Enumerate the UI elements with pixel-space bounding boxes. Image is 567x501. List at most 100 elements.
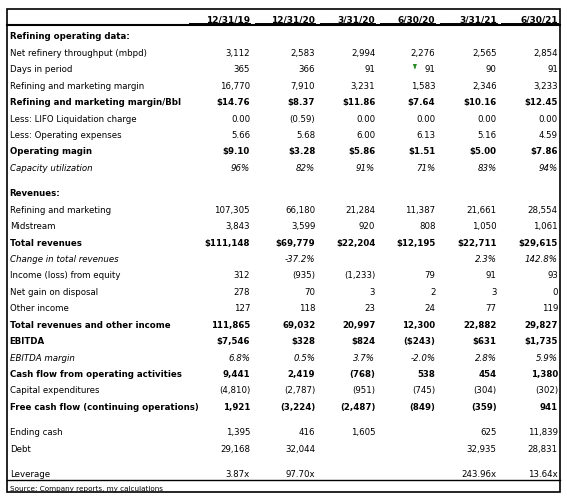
Text: 3/31/20: 3/31/20 <box>338 16 375 25</box>
Text: 24: 24 <box>425 304 435 313</box>
Text: 111,865: 111,865 <box>211 320 250 329</box>
Text: 5.66: 5.66 <box>231 131 250 140</box>
Text: 12,300: 12,300 <box>403 320 435 329</box>
Text: 91: 91 <box>365 65 375 74</box>
Text: 3: 3 <box>491 288 497 296</box>
Text: 278: 278 <box>234 288 250 296</box>
Text: $5.86: $5.86 <box>348 147 375 156</box>
Text: 2.3%: 2.3% <box>475 255 497 264</box>
Text: 91%: 91% <box>356 163 375 172</box>
Text: 5.68: 5.68 <box>296 131 315 140</box>
Text: (1,233): (1,233) <box>344 271 375 280</box>
Text: 11,839: 11,839 <box>528 427 558 436</box>
Text: 69,032: 69,032 <box>282 320 315 329</box>
Text: $3.28: $3.28 <box>288 147 315 156</box>
Text: (4,810): (4,810) <box>219 386 250 395</box>
Text: 77: 77 <box>486 304 497 313</box>
Text: $824: $824 <box>351 337 375 346</box>
Text: 29,827: 29,827 <box>524 320 558 329</box>
Text: (768): (768) <box>349 369 375 378</box>
Text: 96%: 96% <box>231 163 250 172</box>
Text: 3.7%: 3.7% <box>353 353 375 362</box>
Text: 119: 119 <box>541 304 558 313</box>
Text: 20,997: 20,997 <box>342 320 375 329</box>
Text: Revenues:: Revenues: <box>10 189 61 198</box>
Text: 21,284: 21,284 <box>345 205 375 214</box>
Text: $7,546: $7,546 <box>217 337 250 346</box>
Text: Income (loss) from equity: Income (loss) from equity <box>10 271 120 280</box>
Text: 93: 93 <box>547 271 558 280</box>
Text: Days in period: Days in period <box>10 65 72 74</box>
Text: 6.13: 6.13 <box>416 131 435 140</box>
Text: 2,994: 2,994 <box>351 49 375 58</box>
Text: Refining and marketing: Refining and marketing <box>10 205 111 214</box>
Text: 118: 118 <box>299 304 315 313</box>
Text: $69,779: $69,779 <box>276 238 315 247</box>
Text: Total revenues: Total revenues <box>10 238 82 247</box>
Text: Source: Company reports, my calculations: Source: Company reports, my calculations <box>10 484 163 490</box>
Text: 9,441: 9,441 <box>222 369 250 378</box>
Text: 0.5%: 0.5% <box>293 353 315 362</box>
Text: 0: 0 <box>552 288 558 296</box>
Text: $1.51: $1.51 <box>408 147 435 156</box>
Text: 32,044: 32,044 <box>285 444 315 453</box>
Text: $12.45: $12.45 <box>524 98 558 107</box>
Text: 83%: 83% <box>477 163 497 172</box>
Text: 91: 91 <box>425 65 435 74</box>
Text: 28,554: 28,554 <box>528 205 558 214</box>
Text: Less: LIFO Liquidation charge: Less: LIFO Liquidation charge <box>10 114 136 123</box>
Text: 1,583: 1,583 <box>411 82 435 91</box>
Text: Refining operating data:: Refining operating data: <box>10 33 129 42</box>
Text: $22,204: $22,204 <box>336 238 375 247</box>
Text: Debt: Debt <box>10 444 31 453</box>
Text: 3,233: 3,233 <box>534 82 558 91</box>
Text: 142.8%: 142.8% <box>525 255 558 264</box>
Text: Cash flow from operating activities: Cash flow from operating activities <box>10 369 181 378</box>
Text: 97.70x: 97.70x <box>286 469 315 478</box>
Text: 23: 23 <box>365 304 375 313</box>
Text: EBITDA margin: EBITDA margin <box>10 353 74 362</box>
Text: 2,583: 2,583 <box>291 49 315 58</box>
Text: 941: 941 <box>540 402 558 411</box>
Text: Midstream: Midstream <box>10 222 55 231</box>
Text: (2,487): (2,487) <box>340 402 375 411</box>
Text: $5.00: $5.00 <box>469 147 497 156</box>
Text: 1,380: 1,380 <box>531 369 558 378</box>
Text: 79: 79 <box>425 271 435 280</box>
Text: $22,711: $22,711 <box>457 238 497 247</box>
Text: 28,831: 28,831 <box>528 444 558 453</box>
Text: 29,168: 29,168 <box>220 444 250 453</box>
Text: Ending cash: Ending cash <box>10 427 62 436</box>
Text: (3,224): (3,224) <box>280 402 315 411</box>
Text: 21,661: 21,661 <box>467 205 497 214</box>
Text: Free cash flow (continuing operations): Free cash flow (continuing operations) <box>10 402 198 411</box>
Text: (2,787): (2,787) <box>284 386 315 395</box>
Text: Net gain on disposal: Net gain on disposal <box>10 288 98 296</box>
Text: 2,346: 2,346 <box>472 82 497 91</box>
Text: 3.87x: 3.87x <box>226 469 250 478</box>
Text: Less: Operating expenses: Less: Operating expenses <box>10 131 121 140</box>
Text: $111,148: $111,148 <box>205 238 250 247</box>
Text: 312: 312 <box>234 271 250 280</box>
Text: 70: 70 <box>304 288 315 296</box>
Text: $14.76: $14.76 <box>217 98 250 107</box>
Text: 12/31/19: 12/31/19 <box>206 16 250 25</box>
Text: (302): (302) <box>535 386 558 395</box>
Text: 808: 808 <box>419 222 435 231</box>
Text: Refining and marketing margin/Bbl: Refining and marketing margin/Bbl <box>10 98 181 107</box>
Text: 416: 416 <box>299 427 315 436</box>
Text: 82%: 82% <box>296 163 315 172</box>
Text: 920: 920 <box>359 222 375 231</box>
Text: 6.8%: 6.8% <box>228 353 250 362</box>
Text: Capital expenditures: Capital expenditures <box>10 386 99 395</box>
Text: 2,276: 2,276 <box>411 49 435 58</box>
Text: 22,882: 22,882 <box>463 320 497 329</box>
Text: (304): (304) <box>473 386 497 395</box>
Text: 3,843: 3,843 <box>226 222 250 231</box>
Text: 0.00: 0.00 <box>477 114 497 123</box>
Text: $1,735: $1,735 <box>524 337 558 346</box>
Text: $7.86: $7.86 <box>530 147 558 156</box>
Text: -2.0%: -2.0% <box>411 353 435 362</box>
Text: $10.16: $10.16 <box>463 98 497 107</box>
Text: (359): (359) <box>471 402 497 411</box>
